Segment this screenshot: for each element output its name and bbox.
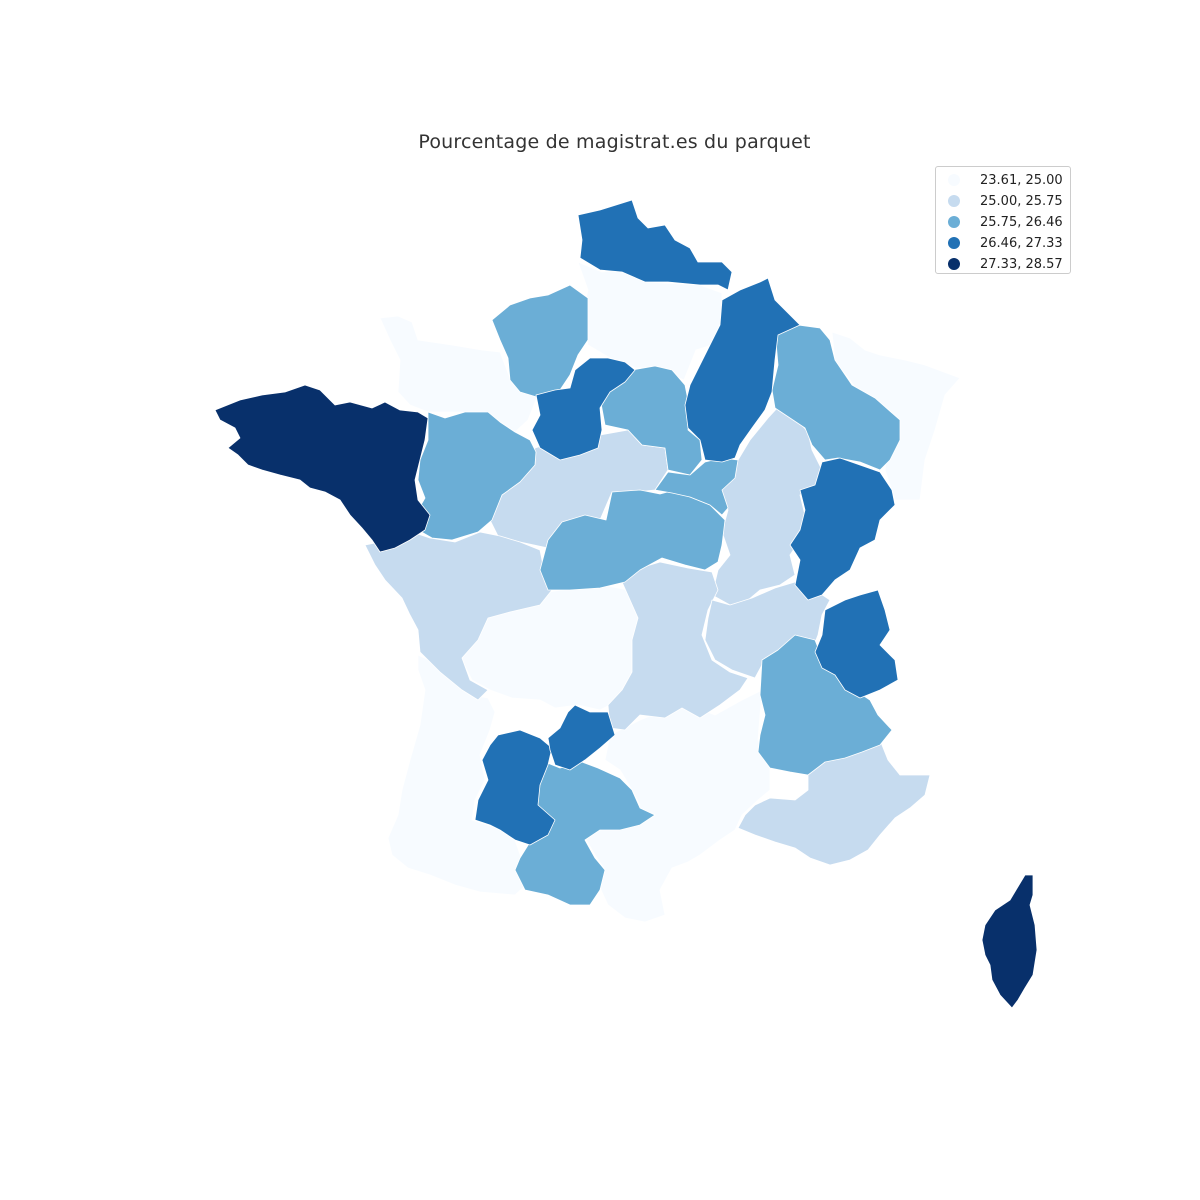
region-corse [981,874,1038,1009]
legend-swatch-4 [948,237,960,249]
region-pays-de-la-loire [414,411,537,541]
legend-label-2: 25.00, 25.75 [980,193,1063,209]
legend-item-3: 25.75, 26.46 [948,213,1063,231]
legend-swatch-1 [948,174,960,186]
region-picardie [491,284,589,399]
legend-label-4: 26.46, 27.33 [980,235,1063,251]
region-paris-ouest [531,357,636,461]
region-bourgogne-ouest [539,489,726,591]
region-savoie [814,589,899,699]
region-limousin-sud [547,704,616,771]
region-franche-comte [789,457,896,601]
region-auvergne [607,561,749,731]
region-bretagne [214,384,431,553]
class-2-regions [364,404,931,866]
legend-swatch-2 [948,195,960,207]
class-1-regions [379,261,961,923]
region-nord-pas-de-calais [577,199,733,291]
map-title: Pourcentage de magistrat.es du parquet [418,131,811,153]
legend-label-3: 25.75, 26.46 [980,214,1063,230]
region-champagne-ardenne [684,277,801,463]
legend-item-1: 23.61, 25.00 [948,171,1063,189]
legend-item-2: 25.00, 25.75 [948,192,1063,210]
legend-item-4: 26.46, 27.33 [948,234,1063,252]
class-5-regions [214,384,1038,1009]
legend-swatch-3 [948,216,960,228]
legend-label-5: 27.33, 28.57 [980,256,1063,272]
region-pays-loire-poitou [364,531,553,701]
class-4-regions [474,199,899,846]
legend-item-5: 27.33, 28.57 [948,255,1063,273]
region-lorraine [771,324,901,471]
region-champagne-sud [654,457,739,516]
legend: 23.61, 25.00 25.00, 25.75 25.75, 26.46 2… [935,166,1071,274]
region-normandie [379,315,539,433]
legend-label-1: 23.61, 25.00 [980,172,1063,188]
legend-swatch-5 [948,258,960,270]
class-3-regions [414,284,901,906]
